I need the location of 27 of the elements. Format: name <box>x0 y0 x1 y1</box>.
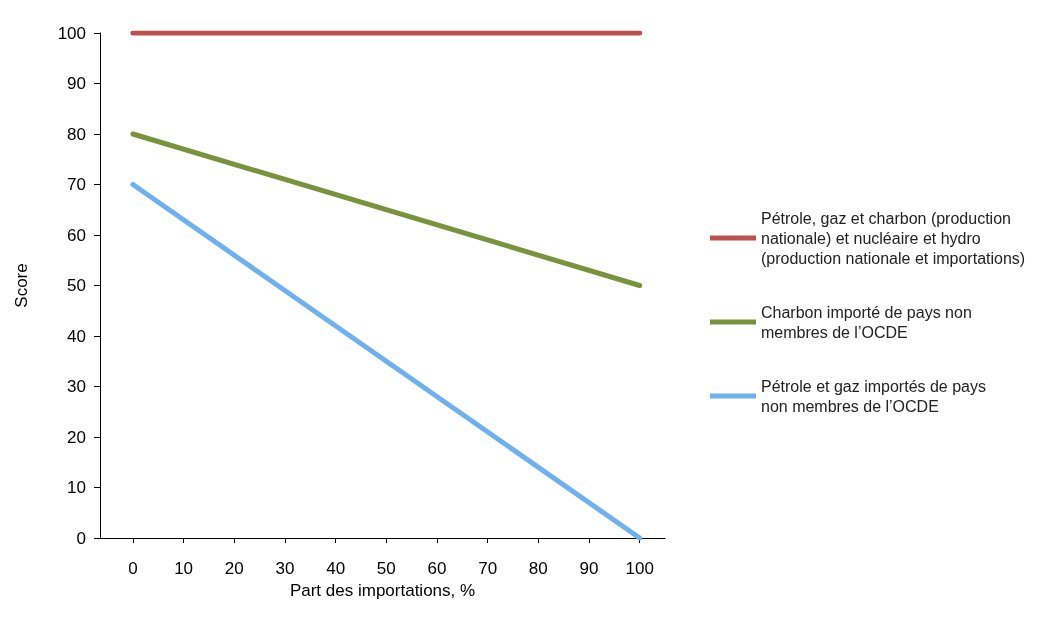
y-tick-label: 80 <box>67 124 86 144</box>
x-tick-label: 0 <box>128 559 138 578</box>
x-axis-title: Part des importations, % <box>289 580 476 600</box>
legend-label: Pétrole, gaz et charbon (production nationale) et nucléaire et hydro (production nationale et importations) <box>761 209 1026 267</box>
y-tick-label: 20 <box>67 427 86 447</box>
x-tick-label: 100 <box>625 559 654 578</box>
x-tick-label: 60 <box>427 559 447 578</box>
y-tick-label: 70 <box>67 175 86 194</box>
legend-label: Charbon importé de pays non membres de l’OCDE <box>761 303 977 341</box>
x-tick-label: 90 <box>579 559 599 578</box>
x-tick-label: 40 <box>326 559 346 578</box>
y-tick-label: 60 <box>67 225 86 245</box>
x-tick-label: 10 <box>174 559 194 578</box>
x-tick-label: 20 <box>224 559 244 578</box>
y-tick-label: 50 <box>67 276 86 295</box>
y-tick-label: 0 <box>76 528 86 548</box>
legend-label: Pétrole et gaz importés de pays non membres de l’OCDE <box>761 377 991 415</box>
x-tick-label: 50 <box>376 559 396 578</box>
y-tick-label: 90 <box>67 74 86 93</box>
y-axis-title: Score <box>12 263 31 308</box>
x-tick-label: 80 <box>528 559 548 578</box>
y-tick-label: 30 <box>67 377 86 396</box>
y-tick-label: 100 <box>57 23 86 43</box>
x-tick-label: 30 <box>275 559 295 578</box>
y-tick-label: 10 <box>67 478 86 497</box>
y-tick-label: 40 <box>67 326 86 346</box>
x-tick-label: 70 <box>478 559 498 578</box>
